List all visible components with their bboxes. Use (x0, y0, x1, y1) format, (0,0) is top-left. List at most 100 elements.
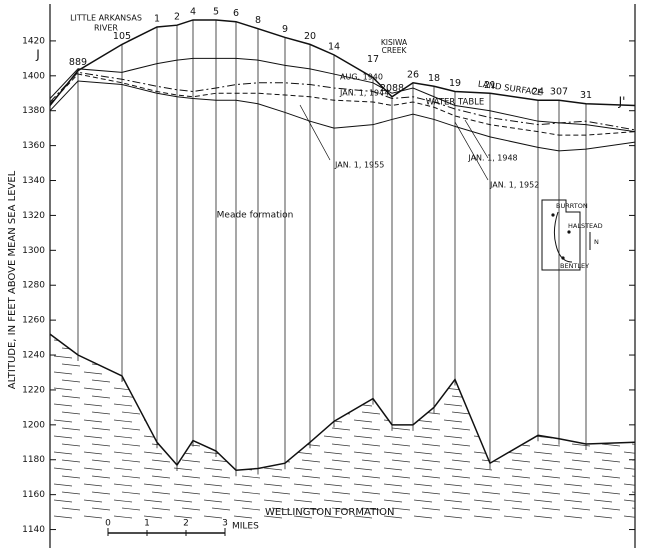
hatch (241, 443, 261, 447)
hatch (293, 387, 313, 391)
hatch (241, 507, 261, 511)
hatch (353, 419, 373, 423)
hatch (533, 371, 553, 375)
hatch (91, 379, 111, 383)
hatch (473, 419, 493, 423)
hatch (61, 395, 81, 399)
hatch (61, 443, 81, 447)
hatch (391, 475, 411, 479)
hatch (233, 371, 253, 375)
hatch (593, 339, 613, 343)
hatch (383, 499, 403, 503)
y-tick-label: 1300 (22, 246, 45, 256)
hatch (113, 435, 133, 439)
hatch (481, 427, 501, 431)
hatch (113, 355, 133, 359)
hatch (271, 507, 291, 511)
hatch (421, 443, 441, 447)
hatch (451, 491, 471, 495)
hatch (271, 395, 291, 399)
inset-label: N (594, 238, 599, 246)
hatch (473, 515, 493, 519)
y-axis-label: ALTITUDE, IN FEET ABOVE MEAN SEA LEVEL (7, 170, 18, 389)
well-label: 26 (407, 69, 419, 80)
hatch (593, 467, 613, 471)
hatch (181, 347, 201, 351)
hatch (173, 499, 193, 503)
hatch (203, 355, 223, 359)
hatch (263, 499, 283, 503)
hatch (571, 347, 591, 351)
hatch (293, 467, 313, 471)
hatch (61, 475, 81, 479)
y-tick-label: 1180 (22, 455, 45, 465)
hatch (451, 411, 471, 415)
hatch (53, 355, 73, 359)
hatch (353, 499, 373, 503)
hatch (571, 411, 591, 415)
hatch (233, 483, 253, 487)
hatch (53, 499, 73, 503)
hatch (91, 459, 111, 463)
hatch (593, 435, 613, 439)
hatch (421, 491, 441, 495)
hatch (271, 427, 291, 431)
hatch (323, 467, 343, 471)
hatch (593, 515, 613, 519)
y-tick-label: 1320 (22, 211, 45, 221)
hatch (503, 435, 523, 439)
hatch (331, 443, 351, 447)
series-label: JAN. 1, 1955 (334, 161, 384, 170)
scale-unit: MILES (232, 522, 259, 532)
hatch (271, 491, 291, 495)
hatch (121, 395, 141, 399)
hatch (563, 339, 583, 343)
hatch (53, 515, 73, 519)
hatch (361, 475, 381, 479)
well-label: 24 (532, 87, 544, 98)
hatch (383, 467, 403, 471)
hatch (533, 515, 553, 519)
hatch (181, 427, 201, 431)
hatch (293, 499, 313, 503)
hatch (473, 371, 493, 375)
series-line (49, 80, 636, 152)
hatch (511, 507, 531, 511)
hatch (361, 347, 381, 351)
hatch (53, 451, 73, 455)
hatch (271, 443, 291, 447)
hatch (91, 427, 111, 431)
hatch (203, 467, 223, 471)
hatch (211, 507, 231, 511)
hatch (383, 355, 403, 359)
hatch (211, 379, 231, 383)
hatch (353, 371, 373, 375)
hatch (481, 459, 501, 463)
hatch (323, 403, 343, 407)
hatch (623, 339, 635, 343)
hatch (533, 355, 553, 359)
hatch (563, 419, 583, 423)
hatch (271, 347, 291, 351)
hatch (301, 395, 321, 399)
hatch (181, 395, 201, 399)
hatch (451, 459, 471, 463)
annotation: J' (618, 95, 626, 109)
y-tick-label: 1160 (22, 490, 45, 500)
hatch (263, 451, 283, 455)
hatch (353, 515, 373, 519)
hatch (83, 355, 103, 359)
hatch (293, 355, 313, 359)
well-label: 9 (282, 24, 288, 35)
hatch (541, 395, 561, 399)
hatch (301, 427, 321, 431)
hatch (173, 483, 193, 487)
hatch (413, 371, 433, 375)
hatch (511, 475, 531, 479)
hatch (121, 347, 141, 351)
hatch (361, 363, 381, 367)
hatch (143, 499, 163, 503)
hatch (323, 435, 343, 439)
scale-label: 1 (144, 519, 150, 529)
hatch (533, 419, 553, 423)
